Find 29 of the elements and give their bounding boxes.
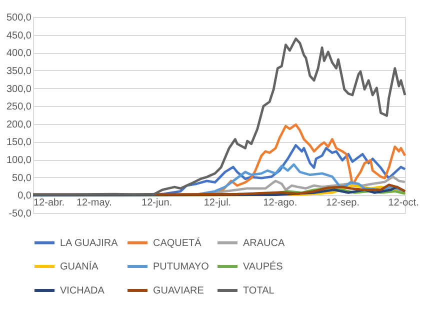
x-tick-label: 12-jun. <box>142 198 172 209</box>
x-tick-label: 12-may. <box>76 198 112 209</box>
legend-label: TOTAL <box>243 286 275 296</box>
y-tick-label: 150,0 <box>6 137 32 148</box>
y-tick-label: 400,0 <box>6 48 32 60</box>
x-tick-label: 12-sep. <box>326 198 360 209</box>
x-tick-label: 12-oct. <box>388 198 419 209</box>
x-tick-label: 12-ago. <box>263 198 298 209</box>
legend-label: GUANÍA <box>60 260 99 272</box>
y-tick-label: 500,0 <box>6 12 32 24</box>
legend-label: VAUPÉS <box>243 260 284 272</box>
legend-label: PUTUMAYO <box>153 262 210 272</box>
y-tick-label: 300,0 <box>6 84 32 95</box>
y-tick-label: 250,0 <box>6 102 32 113</box>
y-tick-label: -50,0 <box>8 208 32 220</box>
x-tick-label: 12-jul. <box>204 198 232 209</box>
y-tick-label: 50,0 <box>12 172 32 184</box>
legend-label: ARAUCA <box>243 238 286 249</box>
legend-label: LA GUAJIRA <box>60 238 118 249</box>
legend-label: CAQUETÁ <box>153 236 202 249</box>
x-tick-label: 12-abr. <box>34 198 65 209</box>
y-tick-label: 350,0 <box>6 66 32 77</box>
legend-label: GUAVIARE <box>153 286 204 296</box>
line-series <box>32 38 406 196</box>
y-tick-label: 200,0 <box>6 119 32 130</box>
y-tick-label: 100,0 <box>6 155 32 166</box>
y-tick-label: 0,0 <box>18 190 32 202</box>
y-tick-label: 450,0 <box>6 30 32 42</box>
legend-label: VICHADA <box>60 286 105 296</box>
